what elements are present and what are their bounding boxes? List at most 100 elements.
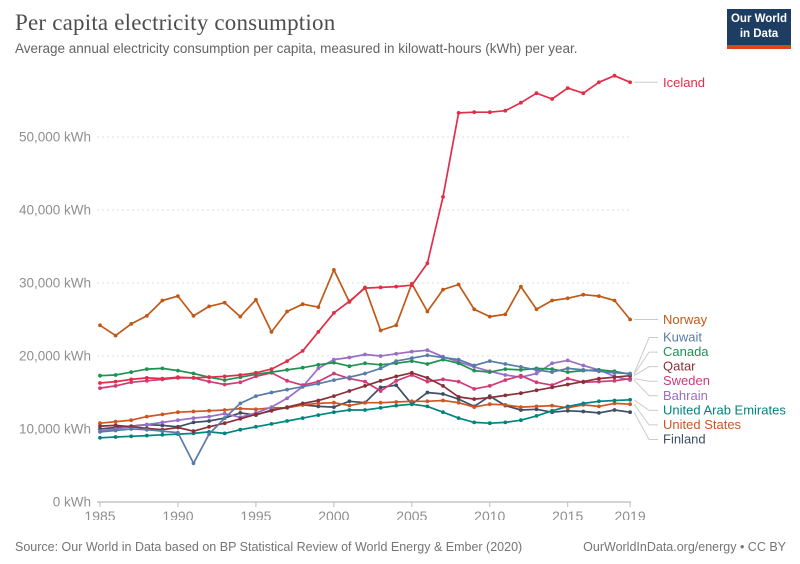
series-label-sweden[interactable]: Sweden (663, 373, 710, 388)
data-point (597, 376, 601, 381)
data-point (503, 108, 508, 113)
series-line-united-arab-emirates[interactable] (98, 397, 632, 440)
chart-subtitle: Average annual electricity consumption p… (15, 41, 578, 56)
data-point (238, 411, 243, 415)
data-point (441, 287, 445, 292)
data-point (565, 376, 570, 381)
data-point (191, 461, 196, 466)
series-label-united-arab-emirates[interactable]: United Arab Emirates (663, 402, 786, 417)
data-point (425, 379, 430, 384)
data-point (628, 402, 632, 407)
series-line-norway[interactable] (98, 268, 632, 338)
data-point (129, 377, 134, 382)
data-point (176, 375, 180, 380)
data-point (98, 421, 102, 426)
data-point (347, 408, 352, 412)
data-point (269, 422, 274, 426)
data-point (238, 380, 243, 385)
data-point (113, 373, 118, 377)
x-tick-label: 1995 (240, 508, 271, 520)
data-point (565, 366, 570, 371)
series-line-canada[interactable] (98, 357, 632, 382)
x-tick-label: 2015 (552, 508, 583, 520)
series-line-qatar[interactable] (98, 370, 632, 434)
data-point (332, 400, 336, 405)
data-point (378, 366, 383, 371)
data-point (332, 268, 336, 272)
data-point (316, 398, 321, 403)
data-point (628, 80, 632, 85)
series-line-kuwait[interactable] (98, 353, 632, 466)
label-connector-kuwait (633, 337, 658, 374)
data-point (176, 368, 180, 373)
data-point (222, 378, 227, 382)
series-label-kuwait[interactable]: Kuwait (663, 330, 702, 345)
data-point (519, 373, 523, 378)
label-connector-bahrain (633, 379, 658, 397)
data-point (300, 416, 305, 420)
data-point (472, 368, 477, 373)
data-point (550, 367, 554, 371)
label-connector-qatar (633, 366, 658, 377)
data-point (144, 414, 149, 419)
data-point (550, 97, 554, 101)
data-point (269, 390, 274, 395)
series-line-iceland[interactable] (98, 73, 632, 385)
y-tick-label: 40,000 kWh (19, 203, 91, 218)
data-point (316, 362, 321, 367)
data-point (254, 297, 258, 302)
data-point (378, 389, 383, 393)
data-point (487, 110, 492, 115)
data-point (144, 367, 149, 371)
owid-logo: Our World in Data (727, 9, 791, 49)
data-point (269, 408, 274, 413)
data-point (144, 376, 149, 380)
data-point (98, 430, 102, 434)
data-point (269, 405, 274, 409)
series-line-bahrain[interactable] (98, 348, 632, 434)
series-label-united-states[interactable]: United States (663, 417, 742, 432)
x-tick-label: 2005 (396, 508, 427, 520)
y-tick-label: 0 kWh (53, 495, 91, 510)
series-label-finland[interactable]: Finland (663, 431, 706, 446)
series-label-qatar[interactable]: Qatar (663, 359, 696, 374)
source-note: Source: Our World in Data based on BP St… (15, 540, 523, 554)
label-connector-united-states (633, 403, 658, 426)
chart-title: Per capita electricity consumption (15, 10, 336, 35)
data-point (176, 430, 180, 435)
data-point (144, 427, 149, 432)
data-point (98, 381, 102, 385)
y-tick-label: 20,000 kWh (19, 349, 91, 364)
series-label-bahrain[interactable]: Bahrain (663, 388, 708, 403)
data-point (238, 314, 243, 319)
data-point (129, 434, 134, 439)
data-point (207, 414, 212, 419)
data-point (113, 384, 118, 388)
series-label-canada[interactable]: Canada (663, 344, 709, 359)
data-point (394, 378, 399, 383)
data-point (550, 403, 554, 408)
data-point (612, 378, 617, 383)
data-point (176, 294, 180, 298)
license-link[interactable]: OurWorldInData.org/energy • CC BY (583, 540, 786, 554)
data-point (113, 428, 118, 433)
data-point (534, 414, 539, 418)
data-point (332, 378, 336, 382)
data-point (160, 298, 165, 303)
data-point (394, 374, 399, 379)
data-point (550, 370, 554, 374)
data-point (222, 431, 227, 436)
data-point (144, 314, 149, 318)
data-point (441, 377, 445, 382)
data-point (487, 314, 492, 319)
series-path-iceland (99, 74, 631, 384)
series-label-norway[interactable]: Norway (663, 312, 708, 327)
data-point (222, 300, 227, 305)
data-point (534, 388, 539, 393)
data-point (394, 284, 399, 289)
data-point (129, 427, 134, 431)
data-point (597, 399, 601, 404)
data-point (347, 399, 352, 404)
series-label-iceland[interactable]: Iceland (663, 75, 705, 90)
data-point (316, 381, 321, 386)
